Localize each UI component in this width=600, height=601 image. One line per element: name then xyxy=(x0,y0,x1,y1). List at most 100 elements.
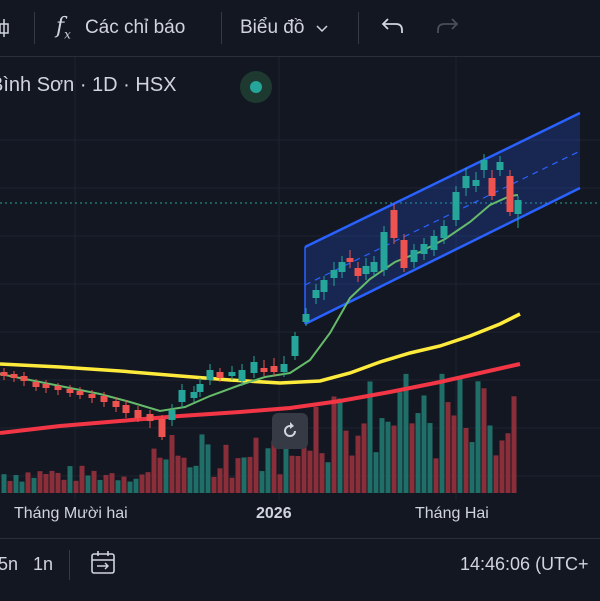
volume-bar xyxy=(307,450,313,493)
candle-series xyxy=(0,154,522,440)
volume-bar xyxy=(91,470,97,493)
volume-bar xyxy=(25,472,31,493)
volume-bar xyxy=(313,406,319,493)
volume-bar xyxy=(505,433,511,493)
volume-bar xyxy=(235,458,241,493)
ma-short-line xyxy=(0,194,519,413)
volume-bar xyxy=(337,398,343,493)
chevron-down-icon xyxy=(316,17,328,39)
volume-series xyxy=(1,373,517,493)
candle-body xyxy=(390,210,398,238)
volume-bar xyxy=(331,396,337,493)
volume-bar xyxy=(499,440,505,493)
candles-icon[interactable] xyxy=(0,0,20,56)
volume-bar xyxy=(277,474,283,493)
candle-body xyxy=(158,419,166,437)
market-status-icon[interactable] xyxy=(240,71,272,103)
volume-bar xyxy=(193,465,199,493)
clock-timezone[interactable]: 14:46:06 (UTC+ xyxy=(460,554,589,574)
volume-bar xyxy=(1,474,7,493)
volume-bar xyxy=(85,475,91,493)
chart-svg xyxy=(0,57,600,500)
volume-bar xyxy=(319,453,325,493)
redo-icon xyxy=(435,15,459,41)
symbol-legend[interactable]: Bình Sơn · 1D · HSX xyxy=(0,74,177,97)
volume-bar xyxy=(43,474,49,493)
range-1n-button[interactable]: 1n xyxy=(33,554,54,574)
candle-body xyxy=(54,386,62,390)
volume-bar xyxy=(301,442,307,493)
volume-bar xyxy=(241,457,247,493)
volume-bar xyxy=(31,477,37,493)
x-label-december: Tháng Mười hai xyxy=(14,505,128,522)
volume-bar xyxy=(187,467,193,493)
candle-body xyxy=(216,372,224,378)
volume-bar xyxy=(283,440,289,493)
candle-body xyxy=(362,266,370,274)
candle-body xyxy=(122,405,130,413)
volume-bar xyxy=(391,425,397,493)
volume-bar xyxy=(253,437,259,493)
candle-body xyxy=(250,362,258,373)
candle-body xyxy=(514,200,522,214)
parallel-channel xyxy=(305,113,580,324)
ma-long-line xyxy=(0,362,521,435)
candle-body xyxy=(10,374,18,378)
undo-icon xyxy=(381,15,405,41)
candle-body xyxy=(88,394,96,398)
date-range-icon[interactable] xyxy=(89,549,117,582)
volume-bar xyxy=(61,479,67,493)
chart-type-label: Biểu đồ xyxy=(240,17,305,38)
candle-body xyxy=(112,401,120,407)
toolbar-divider xyxy=(34,12,35,44)
undo-button[interactable] xyxy=(381,0,405,56)
volume-bar xyxy=(289,455,295,493)
candle-body xyxy=(506,176,514,212)
candle-body xyxy=(410,250,418,262)
volume-bar xyxy=(409,423,415,493)
bottom-divider xyxy=(69,550,70,580)
volume-bar xyxy=(127,481,133,493)
candle-body xyxy=(430,236,438,250)
volume-bar xyxy=(463,427,469,493)
volume-bar xyxy=(271,440,277,493)
volume-bar xyxy=(217,468,223,493)
candle-body xyxy=(270,366,278,372)
candle-body xyxy=(206,370,214,380)
candle-body xyxy=(280,364,288,372)
volume-bar xyxy=(169,435,175,493)
candle-body xyxy=(472,180,480,186)
indicators-button[interactable]: fx Các chỉ báo xyxy=(56,0,185,56)
volume-bar xyxy=(421,395,427,493)
candle-body xyxy=(238,370,246,381)
volume-bar xyxy=(73,480,79,493)
volume-bar xyxy=(427,423,433,493)
volume-bar xyxy=(385,421,391,493)
volume-bar xyxy=(199,434,205,493)
ma-mid-line xyxy=(0,312,521,385)
candle-body xyxy=(190,392,198,398)
range-5n-button[interactable]: 5n xyxy=(0,554,19,574)
candle-body xyxy=(462,176,470,188)
volume-bar xyxy=(181,457,187,493)
function-icon: fx xyxy=(56,14,71,42)
volume-bar xyxy=(481,388,487,493)
volume-bar xyxy=(79,465,85,493)
candle-body xyxy=(346,258,354,262)
candle-body xyxy=(0,372,8,376)
toolbar-divider xyxy=(358,12,359,44)
reset-chart-button[interactable] xyxy=(272,413,308,449)
chart-type-dropdown[interactable]: Biểu đồ xyxy=(240,0,328,56)
candle-body xyxy=(291,336,299,356)
volume-bar xyxy=(445,402,451,493)
redo-button[interactable] xyxy=(435,0,459,56)
candle-body xyxy=(420,244,428,254)
volume-bar xyxy=(469,442,475,493)
candle-body xyxy=(354,268,362,276)
x-label-february: Tháng Hai xyxy=(415,505,489,522)
volume-bar xyxy=(163,459,169,493)
volume-bar xyxy=(451,415,457,493)
volume-bar xyxy=(223,444,229,493)
volume-bar xyxy=(397,392,403,493)
price-chart[interactable] xyxy=(0,57,600,535)
